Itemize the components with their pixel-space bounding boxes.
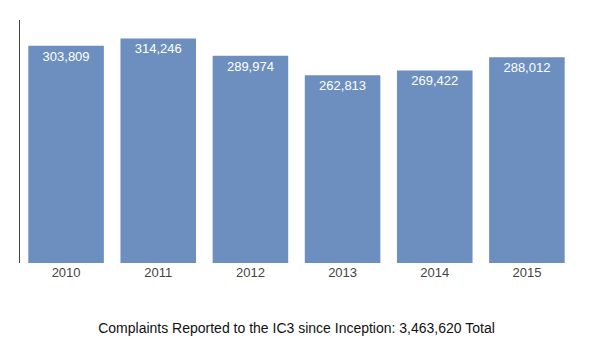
svg-text:314,246: 314,246 [135,41,182,56]
svg-text:2014: 2014 [420,265,449,280]
svg-text:2010: 2010 [52,265,81,280]
svg-text:Complaints Reported to the IC3: Complaints Reported to the IC3 since Inc… [98,320,495,336]
svg-text:288,012: 288,012 [503,60,550,75]
svg-text:2012: 2012 [236,265,265,280]
svg-text:2013: 2013 [328,265,357,280]
svg-text:303,809: 303,809 [43,49,90,64]
svg-text:262,813: 262,813 [319,78,366,93]
svg-text:269,422: 269,422 [411,73,458,88]
svg-text:289,974: 289,974 [227,59,274,74]
svg-text:2011: 2011 [144,265,172,280]
svg-text:2015: 2015 [512,265,541,280]
